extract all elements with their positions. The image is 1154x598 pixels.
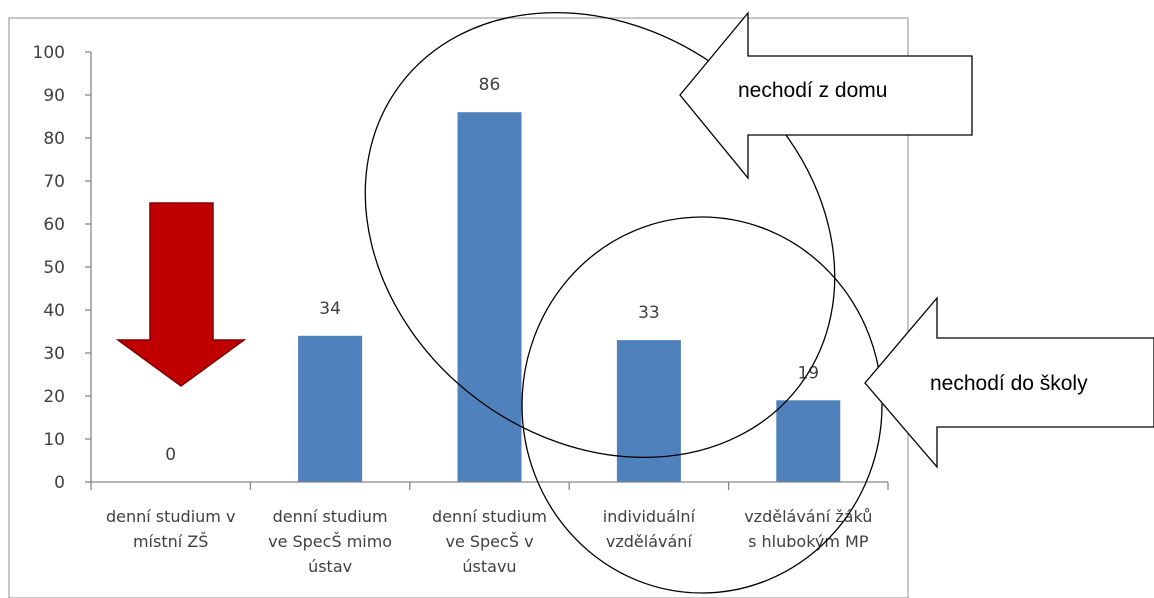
callout-text-2: nechodí do školy bbox=[930, 372, 1088, 395]
category-label: individuální bbox=[603, 507, 696, 526]
bar bbox=[776, 400, 841, 482]
callout-arrow-2 bbox=[864, 296, 1154, 469]
y-tick-label: 10 bbox=[43, 430, 65, 450]
y-tick-label: 20 bbox=[43, 387, 65, 407]
category-labels: denní studium v místní ZŠ denní studium ve … bbox=[106, 507, 872, 576]
y-tick-label: 60 bbox=[43, 215, 65, 235]
bar bbox=[457, 112, 522, 482]
category-label: ve SpecŠ v bbox=[445, 532, 533, 551]
red-down-arrow-icon bbox=[115, 202, 247, 387]
category-label: vzdělávání žáků bbox=[744, 507, 872, 526]
data-label: 33 bbox=[638, 303, 660, 323]
callout-text-1: nechodí z domu bbox=[738, 79, 887, 102]
y-tick-label: 80 bbox=[43, 129, 65, 149]
category-label: místní ZŠ bbox=[133, 532, 208, 551]
data-label: 86 bbox=[479, 75, 501, 95]
y-tick-label: 90 bbox=[43, 86, 65, 106]
category-label: ve SpecŠ mimo bbox=[268, 532, 392, 551]
data-label: 0 bbox=[165, 445, 176, 465]
y-tick-label: 40 bbox=[43, 301, 65, 321]
bar bbox=[298, 335, 363, 482]
data-label: 34 bbox=[319, 299, 341, 319]
y-tick-label: 100 bbox=[33, 43, 65, 63]
category-label: denní studium bbox=[432, 507, 547, 526]
ellipse-nechodi-do-skoly bbox=[521, 216, 883, 594]
x-tick-marks bbox=[90, 482, 889, 490]
y-tick-label: 0 bbox=[54, 473, 65, 493]
y-tick-label: 70 bbox=[43, 172, 65, 192]
category-label: ústav bbox=[308, 557, 352, 576]
y-tick-label: 50 bbox=[43, 258, 65, 278]
y-tick-labels: 0 10 20 30 40 50 60 70 80 90 100 bbox=[33, 43, 91, 493]
y-tick-label: 30 bbox=[43, 344, 65, 364]
bar bbox=[616, 340, 681, 482]
category-label: denní studium v bbox=[106, 507, 235, 526]
callout-arrow-1 bbox=[679, 11, 973, 180]
category-label: vzdělávání bbox=[606, 532, 693, 551]
category-label: ústavu bbox=[462, 557, 516, 576]
category-label: s hlubokým MP bbox=[748, 532, 869, 551]
bars bbox=[298, 112, 841, 482]
category-label: denní studium bbox=[273, 507, 388, 526]
